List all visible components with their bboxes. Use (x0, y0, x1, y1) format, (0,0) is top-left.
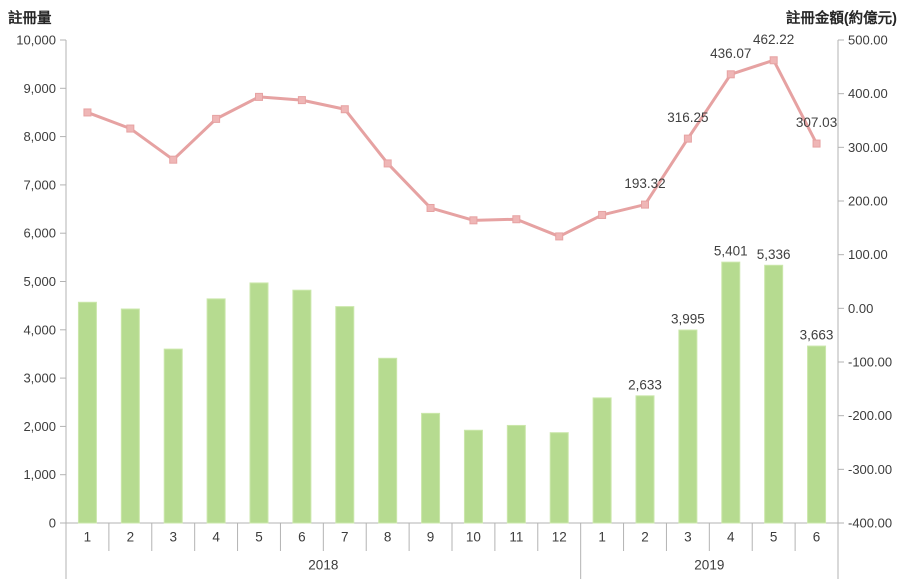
left-axis-tick-label: 1,000 (23, 467, 56, 482)
bar-3 (678, 329, 698, 524)
bar-10 (463, 429, 483, 524)
month-label: 6 (813, 530, 821, 545)
bar-data-label: 5,336 (757, 247, 791, 262)
bar-4 (206, 298, 226, 524)
month-label: 10 (466, 530, 481, 545)
right-axis-tick-label: 200.00 (848, 194, 888, 209)
left-axis-tick-label: 5,000 (23, 274, 56, 289)
line-marker-5 (769, 56, 778, 65)
right-axis-tick-label: -400.00 (848, 516, 892, 531)
line-marker-4 (212, 114, 221, 123)
line-marker-1 (598, 210, 607, 219)
month-label: 2 (641, 530, 649, 545)
line-marker-3 (169, 155, 178, 164)
month-label: 9 (427, 530, 435, 545)
bar-12 (549, 432, 569, 524)
month-label: 3 (169, 530, 177, 545)
bar-data-label: 2,633 (628, 377, 662, 392)
month-label: 5 (770, 530, 778, 545)
bar-1 (592, 397, 612, 524)
bar-5 (249, 282, 269, 524)
bar-9 (421, 412, 441, 524)
left-axis-tick-label: 7,000 (23, 177, 56, 192)
line-marker-8 (383, 159, 392, 168)
month-label: 2 (127, 530, 135, 545)
line-marker-2 (641, 200, 649, 209)
line-marker-9 (426, 203, 435, 212)
left-axis-tick-label: 4,000 (23, 322, 56, 337)
line-series (86, 58, 818, 238)
left-axis-tick-label: 8,000 (23, 129, 56, 144)
right-axis-tick-label: 0.00 (848, 301, 873, 316)
bar-1 (77, 301, 97, 524)
month-label: 4 (212, 530, 220, 545)
left-axis-tick-label: 6,000 (23, 226, 56, 241)
year-label: 2018 (308, 558, 338, 573)
right-axis-tick-label: -100.00 (848, 355, 892, 370)
bar-7 (335, 306, 355, 524)
bar-2 (120, 308, 140, 524)
bar-5 (764, 264, 784, 524)
line-marker-5 (255, 92, 263, 101)
right-axis-tick-label: -300.00 (848, 462, 892, 477)
right-axis-tick-label: 400.00 (848, 86, 888, 101)
bar-data-label: 3,995 (671, 312, 705, 327)
month-label: 11 (509, 530, 523, 545)
right-axis-tick-label: 300.00 (848, 140, 888, 155)
right-axis-tick-label: -200.00 (848, 408, 892, 423)
left-axis-title: 註冊量 (8, 11, 52, 27)
bar-4 (721, 261, 741, 524)
bar-3 (163, 348, 183, 524)
bar-8 (378, 357, 398, 524)
left-axis-tick-label: 2,000 (23, 419, 56, 434)
right-axis-title: 註冊金額(約億元) (785, 11, 897, 27)
month-label: 6 (298, 530, 306, 545)
month-label: 1 (84, 530, 92, 545)
left-axis-tick-label: 0 (49, 516, 56, 531)
right-axis-tick-label: 500.00 (848, 33, 888, 48)
bar-2 (635, 395, 655, 524)
left-axis-tick-label: 9,000 (23, 81, 56, 96)
line-data-label: 316.25 (667, 110, 708, 125)
bar-6 (807, 345, 827, 524)
line-marker-3 (683, 134, 692, 143)
bar-11 (506, 424, 526, 524)
bar-data-label: 5,401 (714, 244, 748, 259)
line-data-label: 193.32 (624, 176, 665, 191)
line-data-label: 436.07 (710, 46, 751, 61)
line-marker-11 (512, 215, 521, 224)
month-label: 12 (552, 530, 567, 545)
month-label: 4 (727, 530, 735, 545)
line-marker-4 (726, 70, 735, 79)
line-marker-1 (83, 108, 92, 117)
line-marker-6 (812, 139, 821, 148)
line-data-label: 307.03 (796, 115, 837, 130)
line-data-label: 462.22 (753, 32, 794, 47)
bar-6 (292, 289, 312, 524)
year-label: 2019 (694, 558, 724, 573)
line-marker-6 (297, 96, 306, 105)
line-marker-12 (555, 232, 564, 241)
left-axis-tick-label: 10,000 (16, 33, 56, 48)
line-marker-2 (126, 124, 135, 133)
month-label: 8 (384, 530, 392, 545)
bar-data-label: 3,663 (800, 328, 834, 343)
line-marker-10 (469, 216, 478, 225)
month-label: 1 (598, 530, 606, 545)
line-marker-7 (340, 105, 349, 114)
month-label: 3 (684, 530, 692, 545)
month-label: 7 (341, 530, 349, 545)
month-label: 5 (255, 530, 263, 545)
left-axis-tick-label: 3,000 (23, 371, 56, 386)
right-axis-tick-label: 100.00 (848, 247, 888, 262)
